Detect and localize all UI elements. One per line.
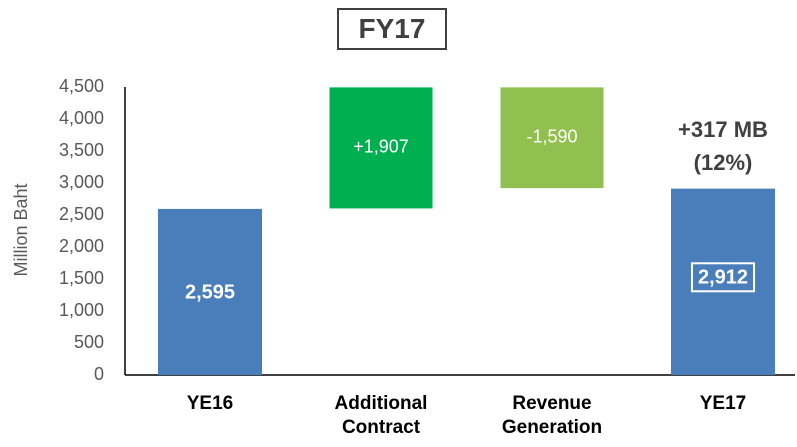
annotation: (12%) <box>694 150 753 175</box>
value-label: +1,907 <box>353 137 409 157</box>
y-tick-label: 2,500 <box>59 204 104 224</box>
bar <box>158 208 262 375</box>
bar <box>499 86 605 190</box>
value-label: 2,912 <box>698 266 748 288</box>
y-tick-label: 0 <box>94 364 104 384</box>
y-axis-label: Million Baht <box>11 183 31 276</box>
label-box <box>690 262 756 293</box>
chart-title: FY17 <box>337 8 447 50</box>
bar <box>328 86 434 210</box>
x-tick-label: YE17 <box>699 393 747 414</box>
y-tick-label: 4,000 <box>59 108 104 128</box>
y-tick-label: 2,000 <box>59 236 104 256</box>
value-label: -1,590 <box>526 127 577 147</box>
y-tick-label: 1,000 <box>59 300 104 320</box>
x-tick-label: Additional Contract <box>334 393 428 438</box>
annotation: +317 MB <box>678 117 768 142</box>
y-tick-label: 3,000 <box>59 172 104 192</box>
bar <box>671 188 775 375</box>
y-tick-label: 3,500 <box>59 140 104 160</box>
y-tick-label: 4,500 <box>59 76 104 96</box>
x-tick-label: Revenue Generation <box>501 393 603 438</box>
y-tick-label: 500 <box>74 332 104 352</box>
y-tick-label: 1,500 <box>59 268 104 288</box>
value-label: 2,595 <box>185 281 235 303</box>
x-tick-label: YE16 <box>186 393 234 414</box>
